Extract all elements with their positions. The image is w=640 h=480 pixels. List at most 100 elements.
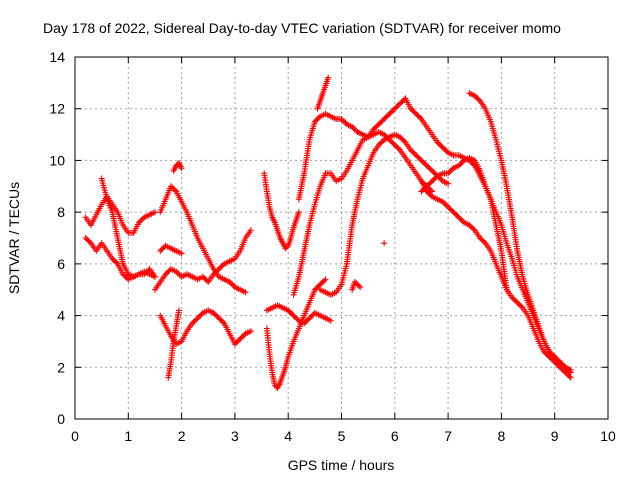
- data-points: [82, 74, 574, 391]
- data-point: [442, 147, 449, 154]
- data-point: [211, 311, 218, 318]
- data-point: [211, 269, 218, 276]
- data-point: [446, 169, 453, 176]
- data-point: [109, 255, 116, 262]
- data-point: [349, 123, 356, 130]
- data-point: [350, 125, 357, 132]
- data-point: [307, 313, 314, 320]
- data-point: [289, 311, 296, 318]
- data-point: [438, 176, 445, 183]
- data-point: [429, 188, 436, 195]
- data-point: [213, 312, 220, 319]
- data-point: [377, 119, 384, 126]
- data-point: [445, 203, 452, 210]
- data-point: [305, 316, 312, 323]
- data-point: [439, 144, 446, 151]
- x-axis-label: GPS time / hours: [288, 457, 395, 473]
- data-point: [458, 216, 465, 223]
- data-point: [451, 210, 458, 217]
- data-point: [567, 374, 574, 381]
- data-point: [193, 316, 200, 323]
- data-point: [425, 163, 432, 170]
- data-point: [137, 218, 144, 225]
- data-point: [241, 331, 248, 338]
- data-point: [419, 158, 426, 165]
- data-point: [113, 259, 120, 266]
- data-point: [409, 107, 416, 114]
- data-point: [558, 365, 565, 372]
- data-point: [173, 268, 180, 275]
- data-point: [377, 140, 384, 147]
- data-point: [290, 312, 297, 319]
- data-point: [450, 209, 457, 216]
- data-point: [549, 351, 556, 358]
- data-point: [387, 109, 394, 116]
- y-axis-label: SDTVAR / TECUs: [6, 182, 22, 294]
- data-point: [378, 118, 385, 125]
- data-point: [233, 339, 240, 346]
- data-point: [458, 160, 465, 167]
- x-tick-label: 4: [284, 428, 292, 444]
- data-point: [518, 303, 525, 310]
- data-point: [371, 125, 378, 132]
- data-point: [285, 307, 292, 314]
- data-point: [426, 180, 433, 187]
- data-point: [198, 311, 205, 318]
- data-point: [178, 250, 185, 257]
- data-point: [435, 140, 442, 147]
- series-sat-g: [157, 242, 185, 257]
- data-point: [394, 144, 401, 151]
- data-point: [551, 353, 558, 360]
- data-point: [145, 267, 152, 274]
- y-tick-label: 12: [49, 101, 65, 117]
- data-point: [375, 121, 382, 128]
- data-point: [229, 281, 236, 288]
- data-point: [438, 143, 445, 150]
- data-point: [442, 201, 449, 208]
- data-point: [395, 145, 402, 152]
- data-point: [174, 269, 181, 276]
- data-point: [321, 277, 328, 284]
- data-point: [399, 136, 406, 143]
- data-point: [549, 356, 556, 363]
- data-point: [379, 117, 386, 124]
- data-point: [309, 312, 316, 319]
- x-tick-label: 2: [178, 428, 186, 444]
- data-point: [473, 94, 480, 101]
- data-point: [514, 299, 521, 306]
- data-point: [151, 273, 158, 280]
- series-sat-l: [263, 276, 329, 391]
- data-point: [389, 139, 396, 146]
- data-point: [191, 317, 198, 324]
- y-tick-label: 14: [49, 49, 65, 65]
- data-point: [397, 100, 404, 107]
- data-point: [437, 141, 444, 148]
- series-sat-a: [82, 193, 158, 236]
- data-point: [173, 162, 180, 169]
- y-tick-label: 6: [57, 256, 65, 272]
- data-point: [391, 105, 398, 112]
- data-point: [318, 280, 325, 287]
- series-sat-q: [349, 278, 364, 293]
- data-point: [119, 271, 126, 278]
- data-point: [381, 116, 388, 123]
- data-point: [157, 247, 164, 254]
- data-point: [427, 192, 434, 199]
- data-point: [475, 96, 482, 103]
- data-point: [553, 360, 560, 367]
- data-point: [434, 139, 441, 146]
- data-point: [202, 276, 209, 283]
- data-point: [431, 175, 438, 182]
- data-point: [291, 313, 298, 320]
- x-tick-label: 7: [444, 428, 452, 444]
- data-point: [141, 271, 148, 278]
- data-point: [425, 181, 432, 188]
- data-point: [382, 114, 389, 121]
- data-point: [426, 191, 433, 198]
- data-point: [287, 309, 294, 316]
- data-point: [319, 278, 326, 285]
- data-point: [554, 356, 561, 363]
- data-point: [511, 297, 518, 304]
- data-point: [418, 157, 425, 164]
- data-point: [381, 240, 388, 247]
